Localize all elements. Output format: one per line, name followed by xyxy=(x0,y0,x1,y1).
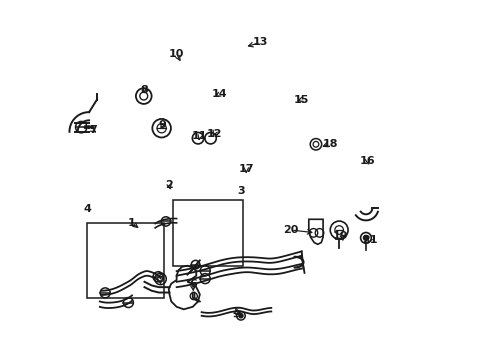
Text: 4: 4 xyxy=(83,203,91,213)
Text: 15: 15 xyxy=(293,95,309,105)
Text: 6: 6 xyxy=(188,279,196,289)
Circle shape xyxy=(363,235,367,240)
Text: 7: 7 xyxy=(89,125,96,135)
Bar xyxy=(173,200,242,266)
Circle shape xyxy=(90,126,93,129)
Text: 12: 12 xyxy=(206,129,222,139)
Text: 8: 8 xyxy=(141,85,148,95)
Text: 10: 10 xyxy=(168,49,184,59)
Text: 2: 2 xyxy=(165,180,173,190)
Text: 16: 16 xyxy=(359,157,375,166)
Text: 1: 1 xyxy=(128,218,136,228)
Circle shape xyxy=(238,314,243,318)
Circle shape xyxy=(87,126,90,129)
Text: 21: 21 xyxy=(361,235,377,245)
Text: 13: 13 xyxy=(252,37,268,48)
Text: 3: 3 xyxy=(237,186,244,196)
Text: 9: 9 xyxy=(158,120,166,130)
Text: 20: 20 xyxy=(283,225,298,235)
Text: 17: 17 xyxy=(238,163,254,174)
Text: 14: 14 xyxy=(211,89,227,99)
Circle shape xyxy=(84,126,87,129)
Text: 11: 11 xyxy=(192,131,207,141)
Bar xyxy=(87,223,164,298)
Text: 18: 18 xyxy=(322,139,337,149)
Text: 19: 19 xyxy=(332,231,348,242)
Text: 5: 5 xyxy=(233,307,241,317)
